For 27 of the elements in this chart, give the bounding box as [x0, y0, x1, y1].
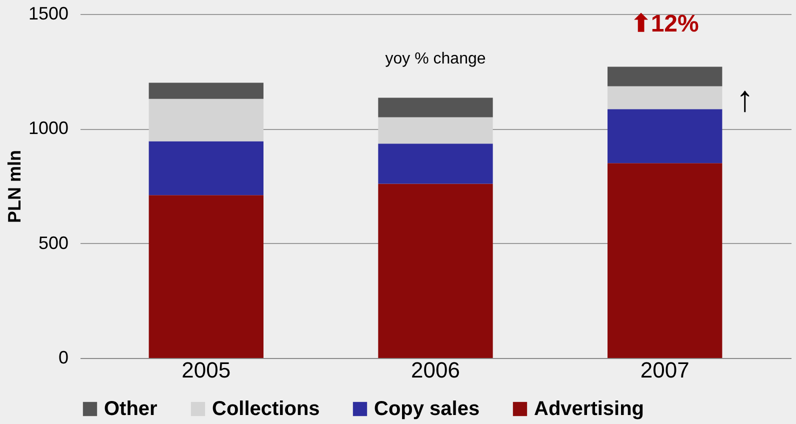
- legend-label: Collections: [212, 398, 320, 420]
- x-tick-label: 2007: [640, 358, 690, 382]
- bar: [148, 195, 264, 358]
- legend-label: Copy sales: [374, 398, 480, 420]
- x-tick-label: 2005: [182, 358, 231, 382]
- bar: [608, 163, 722, 358]
- bar: [378, 98, 493, 118]
- bar: [148, 141, 264, 196]
- y-axis-title: PLN mln: [4, 150, 24, 224]
- annotation: yoy % change: [385, 50, 486, 68]
- bar: [378, 144, 493, 184]
- y-tick-label: 1500: [28, 4, 68, 24]
- annotation: ⬆12%: [630, 10, 699, 38]
- legend-label: Other: [104, 398, 158, 420]
- bar: [378, 117, 493, 144]
- y-tick-label: 500: [38, 232, 68, 253]
- bar: [148, 82, 264, 99]
- annotation: ↑: [736, 78, 754, 119]
- y-tick-label: 0: [58, 348, 68, 368]
- bar: [608, 86, 722, 110]
- bar: [148, 98, 264, 142]
- x-tick-label: 2006: [411, 358, 460, 382]
- bar: [378, 184, 493, 358]
- bar: [608, 66, 722, 86]
- legend-label: Advertising: [534, 398, 644, 420]
- bar: [608, 109, 722, 164]
- y-tick-label: 1000: [28, 118, 68, 138]
